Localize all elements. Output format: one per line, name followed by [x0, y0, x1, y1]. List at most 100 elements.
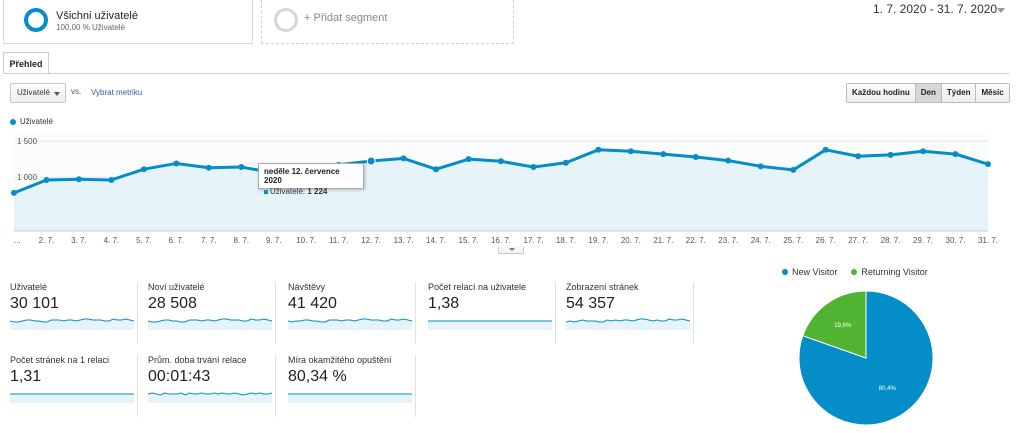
visitor-type-pie-chart[interactable]: 80,4% 19,6%: [798, 290, 934, 426]
data-point[interactable]: [238, 164, 245, 171]
x-tick-label: 15. 7.: [459, 236, 479, 245]
data-point[interactable]: [920, 148, 927, 155]
x-tick-label: ...: [14, 236, 21, 245]
data-point[interactable]: [75, 176, 82, 183]
x-tick-label: 9. 7.: [266, 236, 282, 245]
sparkline-line: [566, 318, 690, 323]
kpi-sparkline: [428, 320, 552, 330]
kpi-label: Počet relací na uživatele: [428, 282, 527, 292]
collapse-chart-handle[interactable]: [498, 247, 524, 254]
y-tick-label: 1 000: [17, 173, 38, 182]
x-tick-label: 2. 7.: [39, 236, 55, 245]
x-tick-label: 30. 7.: [946, 236, 966, 245]
x-tick-label: 8. 7.: [233, 236, 249, 245]
series-legend-label: Uživatelé: [20, 117, 53, 126]
kpi-card[interactable]: Návštěvy 41 420: [288, 282, 416, 344]
y-tick-label: 1 500: [17, 137, 38, 146]
sparkline-area: [148, 393, 272, 403]
segment-ring-icon: [24, 8, 48, 32]
pie-legend-label: New Visitor: [792, 267, 838, 277]
tooltip-value-row: Uživatelé: 1 224: [264, 187, 358, 196]
data-point[interactable]: [822, 146, 829, 153]
data-point[interactable]: [465, 156, 472, 163]
new-visitor-swatch: [782, 269, 788, 275]
sparkline-line: [288, 318, 412, 323]
granularity-month-button[interactable]: Měsíc: [976, 84, 1009, 102]
pie-slice[interactable]: [802, 290, 867, 359]
data-point[interactable]: [595, 146, 602, 153]
data-point[interactable]: [400, 155, 407, 162]
add-segment-button[interactable]: + Přidat segment: [261, 0, 514, 44]
tooltip-date: neděle 12. července 2020: [264, 167, 340, 185]
tab-overview[interactable]: Přehled: [3, 52, 49, 74]
data-point[interactable]: [855, 153, 862, 160]
granularity-hourly-button[interactable]: Každou hodinu: [847, 84, 916, 102]
kpi-card[interactable]: Noví uživatelé 28 508: [148, 282, 276, 344]
x-tick-label: 14. 7.: [426, 236, 446, 245]
data-point[interactable]: [530, 164, 537, 171]
data-point[interactable]: [562, 159, 569, 166]
data-point[interactable]: [985, 161, 991, 168]
pie-legend-new-visitor[interactable]: New Visitor: [782, 267, 837, 277]
data-point[interactable]: [790, 166, 797, 173]
segment-all-users[interactable]: Všichni uživatelé 100,00 % Uživatelé: [3, 0, 253, 44]
kpi-card[interactable]: Míra okamžitého opuštění 80,34 %: [288, 355, 416, 417]
kpi-value: 41 420: [288, 295, 337, 312]
data-point[interactable]: [43, 176, 50, 183]
chart-tooltip: neděle 12. července 2020 Uživatelé: 1 22…: [258, 163, 364, 196]
data-point[interactable]: [627, 148, 634, 155]
data-point[interactable]: [366, 156, 376, 166]
x-tick-label: 17. 7.: [523, 236, 543, 245]
tooltip-series-label: Uživatelé:: [270, 187, 306, 196]
data-point[interactable]: [140, 166, 147, 173]
date-range-picker[interactable]: 1. 7. 2020 - 31. 7. 2020: [873, 2, 998, 16]
data-point[interactable]: [498, 158, 504, 165]
pie-legend-returning-visitor[interactable]: Returning Visitor: [851, 267, 928, 277]
x-tick-label: 11. 7.: [329, 236, 348, 245]
x-tick-label: 26. 7.: [816, 236, 836, 245]
granularity-day-button[interactable]: Den: [915, 84, 942, 102]
granularity-week-button[interactable]: Týden: [941, 84, 977, 102]
data-point[interactable]: [660, 151, 667, 158]
sparkline-area: [10, 394, 134, 403]
data-point[interactable]: [11, 189, 17, 196]
granularity-toggle: Každou hodinu Den Týden Měsíc: [846, 83, 1010, 103]
kpi-card[interactable]: Prům. doba trvání relace 00:01:43: [148, 355, 276, 417]
data-point[interactable]: [433, 166, 440, 173]
tooltip-series-value: 1 224: [307, 187, 328, 196]
x-tick-label: 31. 7.: [978, 236, 998, 245]
sparkline-area: [288, 394, 412, 403]
data-point[interactable]: [887, 151, 894, 158]
vs-label: vs.: [71, 87, 82, 96]
kpi-card[interactable]: Uživatelé 30 101: [10, 282, 138, 344]
kpi-sparkline: [288, 393, 412, 403]
x-tick-label: 7. 7.: [201, 236, 217, 245]
kpi-card[interactable]: Počet stránek na 1 relaci 1,31: [10, 355, 138, 417]
data-point[interactable]: [173, 160, 180, 167]
kpi-card[interactable]: Zobrazení stránek 54 357: [566, 282, 694, 344]
x-tick-label: 20. 7.: [621, 236, 641, 245]
sparkline-area: [428, 321, 552, 330]
kpi-card[interactable]: Počet relací na uživatele 1,38: [428, 282, 556, 344]
empty-segment-ring-icon: [274, 8, 298, 32]
data-point[interactable]: [692, 153, 699, 160]
x-tick-label: 5. 7.: [136, 236, 152, 245]
x-tick-label: 6. 7.: [169, 236, 185, 245]
data-point[interactable]: [205, 164, 212, 171]
data-point[interactable]: [757, 163, 764, 170]
kpi-label: Noví uživatelé: [148, 282, 205, 292]
kpi-label: Míra okamžitého opuštění: [288, 355, 392, 365]
metric-select-value: Uživatelé: [17, 88, 50, 97]
data-point[interactable]: [725, 157, 732, 164]
data-point[interactable]: [108, 176, 115, 183]
metric-select[interactable]: Uživatelé: [10, 83, 66, 103]
x-tick-label: 16. 7.: [491, 236, 511, 245]
data-point[interactable]: [952, 151, 959, 158]
segment-subtitle: 100,00 % Uživatelé: [56, 23, 125, 32]
x-tick-label: 21. 7.: [653, 236, 673, 245]
chevron-down-icon[interactable]: [997, 8, 1005, 13]
returning-visitor-swatch: [851, 269, 858, 275]
pick-metric-link[interactable]: Vybrat metriku: [91, 88, 143, 97]
kpi-label: Návštěvy: [288, 282, 326, 292]
